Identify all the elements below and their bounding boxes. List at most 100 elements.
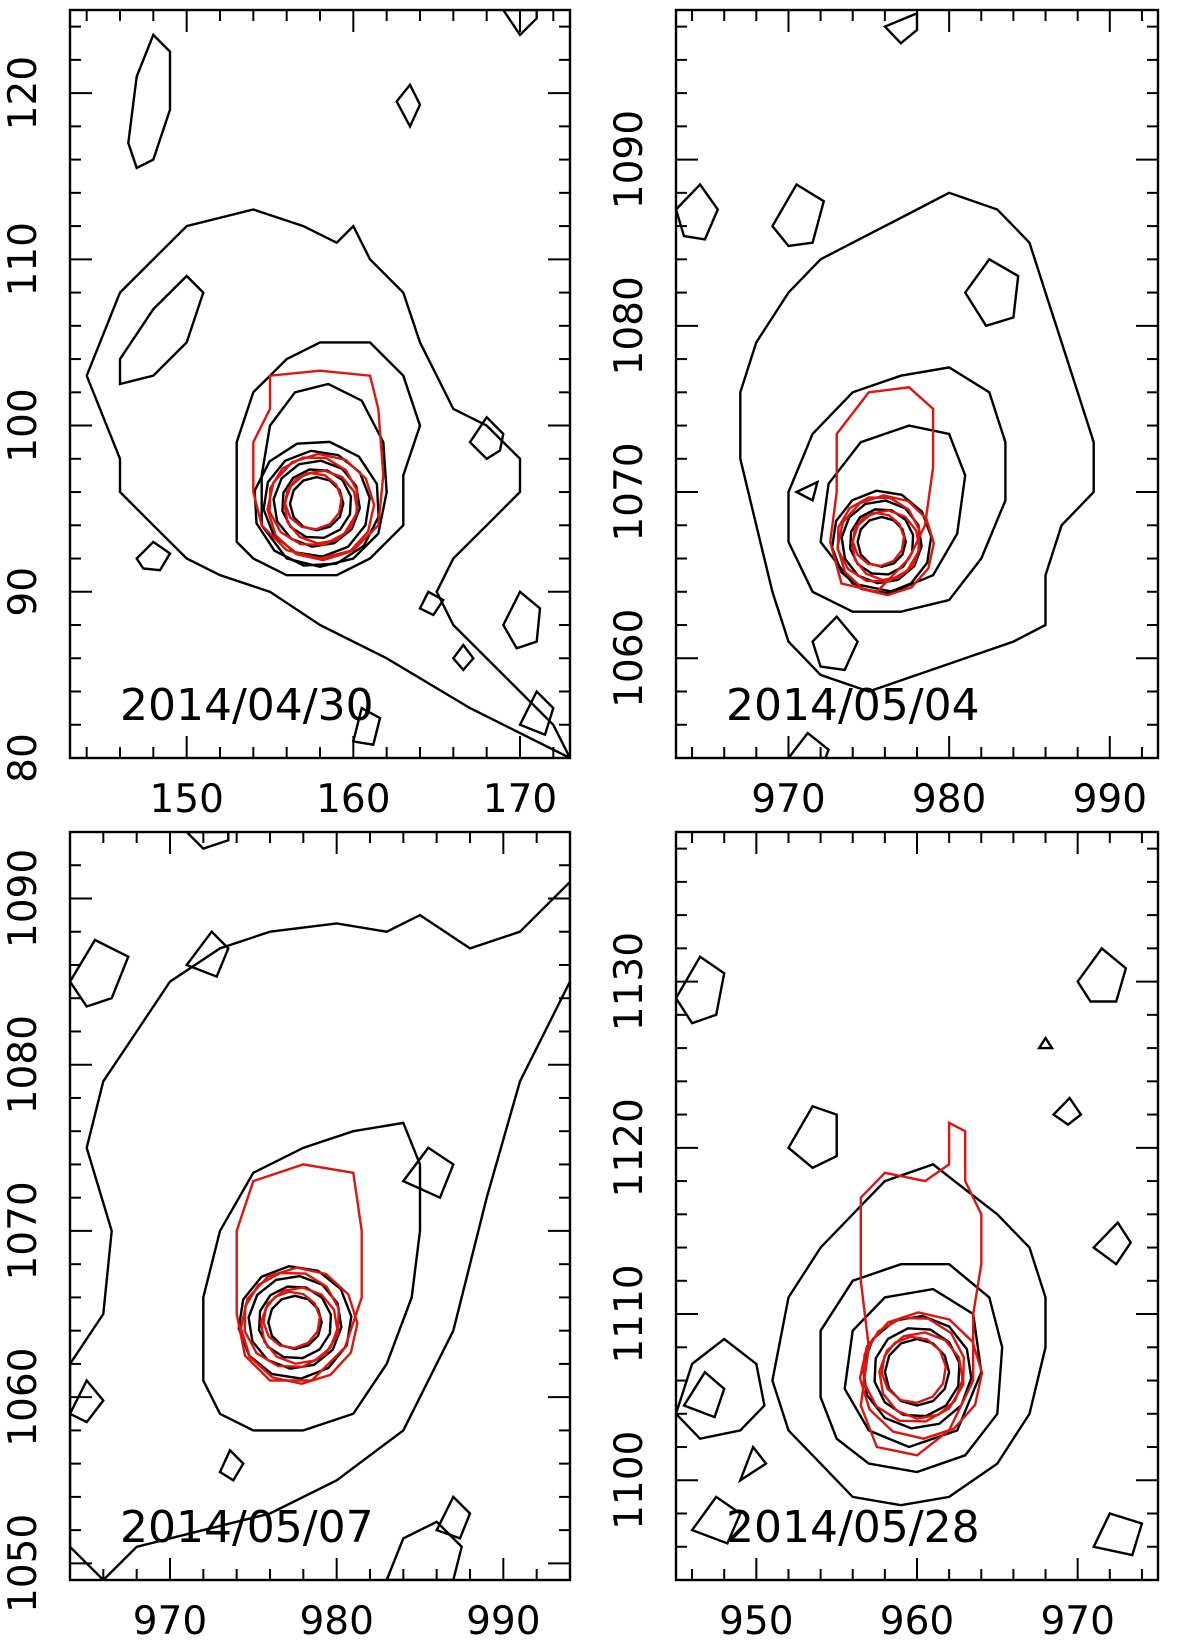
panel-2014-05-07: 970 980 990 1050 1060 1070 1080 1090 2014/05/07 — [1, 830, 572, 1641]
axis-ticks — [676, 832, 1158, 1581]
black-contour-mid — [787, 366, 1007, 613]
black-contour-island — [682, 1370, 726, 1419]
black-contour-island — [395, 82, 422, 130]
black-contour-mid — [819, 1263, 1004, 1474]
black-contour-mid — [235, 341, 422, 577]
black-contour-island — [468, 415, 505, 461]
red-core-contour — [283, 469, 359, 545]
black-contour-outer — [70, 880, 570, 1580]
contour-layer — [676, 946, 1144, 1557]
red-core-contour — [836, 494, 936, 597]
black-core-contour — [873, 1327, 961, 1418]
red-contour-plateau — [828, 386, 935, 594]
black-contour-island — [501, 10, 538, 37]
axis-ticks — [69, 831, 571, 1580]
axis-ticks — [676, 10, 1158, 759]
red-core-contour — [266, 452, 376, 562]
y-tick-label: 1130 — [607, 932, 652, 1031]
red-core-contour — [836, 496, 921, 583]
y-tick-label: 1080 — [1, 1015, 46, 1114]
black-contour-island — [435, 1494, 472, 1540]
black-core-contour — [247, 1274, 343, 1370]
panel-2014-05-28: 950 960 970 1100 1110 1120 1130 2014/05/28 — [607, 830, 1160, 1641]
red-core-contour — [262, 1290, 322, 1350]
black-contour-island — [401, 1146, 455, 1200]
axis-ticks — [70, 10, 570, 759]
date-annotation: 2014/05/07 — [120, 1502, 374, 1553]
black-contour-island — [351, 706, 382, 747]
x-tick-label: 150 — [149, 777, 223, 822]
black-core-contour — [272, 459, 362, 548]
black-contour-island — [184, 929, 230, 979]
black-contour-outer — [739, 191, 1095, 693]
black-contour-island — [135, 540, 172, 572]
date-annotation: 2014/04/30 — [120, 680, 374, 731]
black-contour-island — [70, 1378, 105, 1424]
black-core-contour — [840, 499, 923, 585]
black-contour-mid — [260, 382, 388, 569]
contour-layer — [676, 11, 1095, 758]
black-contour-island — [676, 1337, 766, 1441]
black-contour-island — [786, 731, 831, 758]
x-tick-label: 970 — [751, 777, 825, 822]
black-contour-island — [1051, 1096, 1083, 1127]
y-tick-label: 90 — [1, 567, 46, 617]
black-contour-island — [963, 257, 1020, 328]
black-contour-island — [218, 1448, 245, 1482]
y-tick-label: 1080 — [607, 276, 652, 375]
plot-frame — [674, 8, 1160, 760]
y-tick-label: 1100 — [607, 1431, 652, 1530]
black-contour-island — [690, 1495, 742, 1545]
black-contour-mid — [202, 1121, 422, 1432]
y-tick-label: 110 — [1, 222, 46, 296]
black-contour-outer — [771, 1163, 1047, 1507]
red-contour-plateau — [235, 1163, 363, 1382]
x-tick-label: 960 — [880, 1599, 954, 1641]
black-core-contour — [281, 468, 353, 540]
black-contour-island — [811, 614, 860, 672]
black-contour-island — [676, 954, 726, 1025]
panel-2014-04-30: 150 160 170 80 90 100 110 120 2014/04/30 — [1, 8, 572, 822]
black-core-contour — [262, 449, 371, 558]
x-tick-label: 990 — [1073, 777, 1147, 822]
black-contour-island — [770, 182, 826, 248]
red-contour-plateau — [859, 1120, 983, 1457]
contour-layer — [85, 10, 570, 758]
black-contour-island — [518, 689, 555, 737]
y-tick-label: 1090 — [1, 849, 46, 948]
y-tick-label: 1070 — [1, 1181, 46, 1280]
x-tick-label: 160 — [316, 777, 390, 822]
red-core-contour — [858, 1311, 984, 1440]
date-annotation: 2014/05/04 — [726, 680, 980, 731]
plot-frame — [674, 830, 1160, 1582]
x-tick-label: 980 — [299, 1599, 373, 1641]
red-core-contour — [239, 1266, 359, 1386]
black-contour-outer — [85, 208, 570, 758]
red-core-contour — [851, 511, 906, 568]
y-tick-label: 1060 — [1, 1348, 46, 1447]
y-tick-label: 1050 — [1, 1514, 46, 1613]
plot-frame — [68, 8, 572, 760]
plot-frame — [68, 830, 572, 1582]
date-annotation: 2014/05/28 — [726, 1502, 980, 1553]
red-core-contour — [850, 509, 921, 582]
y-tick-label: 1120 — [607, 1098, 652, 1197]
red-core-contour — [880, 1335, 948, 1405]
y-tick-label: 1090 — [607, 110, 652, 209]
x-tick-label: 990 — [466, 1599, 540, 1641]
x-tick-label: 950 — [719, 1599, 793, 1641]
black-contour-mid — [843, 1287, 983, 1449]
y-tick-label: 1070 — [607, 442, 652, 541]
black-contour-island — [1091, 1220, 1133, 1266]
black-contour-island — [501, 589, 542, 650]
x-tick-label: 970 — [1040, 1599, 1114, 1641]
black-contour-island — [882, 11, 919, 45]
black-contour-island — [118, 274, 205, 386]
black-contour-island — [385, 1520, 464, 1580]
black-contour-island — [127, 32, 172, 170]
black-contour-island — [793, 479, 820, 503]
black-core-contour — [830, 489, 933, 595]
black-contour-island — [1091, 1512, 1144, 1557]
x-tick-label: 980 — [912, 777, 986, 822]
